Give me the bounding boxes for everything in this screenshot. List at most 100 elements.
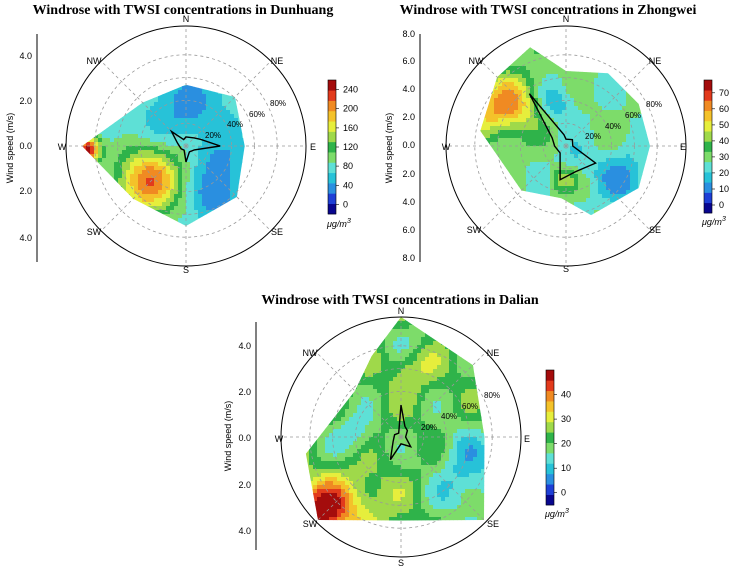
contour-cell bbox=[429, 337, 434, 342]
contour-cell bbox=[445, 513, 450, 518]
contour-cell bbox=[198, 150, 203, 155]
contour-cell bbox=[198, 154, 203, 159]
contour-cell bbox=[313, 485, 318, 490]
contour-cell bbox=[530, 66, 535, 71]
contour-cell bbox=[142, 166, 147, 171]
contour-cell bbox=[498, 66, 503, 71]
contour-cell bbox=[638, 126, 643, 131]
contour-cell bbox=[230, 90, 235, 95]
contour-cell bbox=[634, 178, 639, 183]
contour-cell bbox=[230, 206, 235, 211]
contour-cell bbox=[550, 74, 555, 79]
contour-cell bbox=[550, 94, 555, 99]
contour-cell bbox=[622, 170, 627, 175]
contour-cell bbox=[94, 150, 99, 155]
contour-cell bbox=[202, 84, 207, 87]
contour-cell bbox=[329, 497, 334, 502]
contour-cell bbox=[345, 401, 350, 406]
contour-cell bbox=[325, 461, 330, 466]
contour-cell bbox=[130, 150, 135, 155]
contour-cell bbox=[82, 154, 87, 159]
contour-cell bbox=[321, 517, 326, 521]
contour-cell bbox=[606, 174, 611, 179]
contour-cell bbox=[413, 461, 418, 466]
contour-cell bbox=[518, 170, 523, 175]
contour-cell bbox=[421, 321, 426, 326]
colorbar-tick-label: 40 bbox=[561, 390, 571, 400]
contour-cell bbox=[538, 58, 543, 63]
contour-cell bbox=[166, 206, 171, 211]
contour-cell bbox=[586, 210, 591, 215]
contour-cell bbox=[453, 381, 458, 386]
contour-cell bbox=[437, 337, 442, 342]
contour-cell bbox=[550, 134, 555, 139]
contour-cell bbox=[170, 134, 175, 139]
contour-cell bbox=[393, 445, 398, 450]
contour-cell bbox=[610, 146, 615, 151]
contour-cell bbox=[317, 473, 322, 478]
polar-grid bbox=[281, 317, 521, 557]
contour-cell bbox=[614, 146, 619, 151]
contour-cell bbox=[582, 170, 587, 175]
contour-cell bbox=[538, 198, 543, 203]
contour-cell bbox=[429, 517, 434, 521]
contour-cell bbox=[178, 84, 183, 87]
contour-cell bbox=[558, 62, 563, 67]
contour-cell bbox=[190, 194, 195, 199]
contour-cell bbox=[594, 106, 599, 111]
contour-cell bbox=[345, 473, 350, 478]
contour-cell bbox=[482, 110, 487, 115]
contour-cell bbox=[150, 118, 155, 123]
contour-cell bbox=[586, 90, 591, 95]
contour-cell bbox=[578, 170, 583, 175]
contour-cell bbox=[457, 457, 462, 462]
contour-cell bbox=[186, 102, 191, 107]
contour-cell bbox=[369, 413, 374, 418]
contour-cell bbox=[534, 166, 539, 171]
contour-cell bbox=[518, 126, 523, 131]
contour-cell bbox=[574, 106, 579, 111]
contour-cell bbox=[542, 74, 547, 79]
contour-cell bbox=[182, 186, 187, 191]
contour-cell bbox=[329, 441, 334, 446]
contour-cell bbox=[401, 473, 406, 478]
contour-cell bbox=[578, 174, 583, 179]
contour-cell bbox=[130, 194, 135, 199]
contour-cell bbox=[345, 517, 350, 521]
contour-cell bbox=[606, 170, 611, 175]
contour-cell bbox=[158, 114, 163, 119]
contour-cell bbox=[477, 377, 482, 382]
colorbar-swatch bbox=[546, 432, 554, 443]
contour-cell bbox=[546, 62, 551, 67]
contour-cell bbox=[594, 162, 599, 167]
contour-cell bbox=[86, 150, 91, 155]
contour-cell bbox=[214, 146, 219, 151]
contour-cell bbox=[138, 118, 143, 123]
colorbar-swatch bbox=[328, 121, 336, 132]
contour-cell bbox=[349, 433, 354, 438]
contour-cell bbox=[522, 50, 527, 55]
contour-cell bbox=[166, 138, 171, 143]
contour-cell bbox=[397, 477, 402, 482]
contour-cell bbox=[562, 150, 567, 155]
contour-cell bbox=[150, 146, 155, 151]
contour-cell bbox=[393, 461, 398, 466]
contour-cell bbox=[397, 381, 402, 386]
contour-cell bbox=[385, 333, 390, 338]
contour-cell bbox=[401, 369, 406, 374]
contour-cell bbox=[385, 389, 390, 394]
contour-cell bbox=[522, 170, 527, 175]
contour-cell bbox=[182, 138, 187, 143]
contour-cell bbox=[578, 94, 583, 99]
contour-cell bbox=[393, 393, 398, 398]
contour-cell bbox=[413, 505, 418, 510]
contour-cell bbox=[469, 377, 474, 382]
contour-cell bbox=[142, 142, 147, 147]
contour-cell bbox=[361, 393, 366, 398]
contour-cell bbox=[570, 158, 575, 163]
contour-cell bbox=[309, 453, 314, 458]
contour-cell bbox=[445, 377, 450, 382]
contour-cell bbox=[642, 146, 647, 151]
contour-cell bbox=[202, 98, 207, 103]
contour-cell bbox=[534, 190, 539, 195]
